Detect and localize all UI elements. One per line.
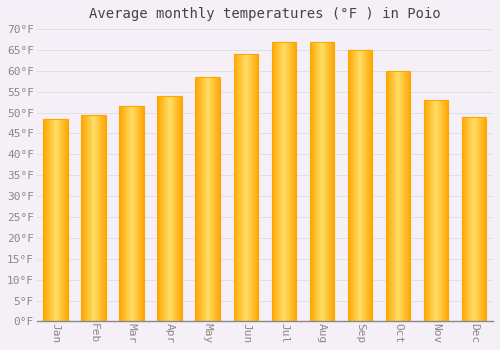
Bar [424,100,448,321]
Bar [462,117,486,321]
Bar [348,50,372,321]
Bar [272,42,296,321]
Bar [158,96,182,321]
Bar [310,42,334,321]
Bar [82,115,106,321]
Title: Average monthly temperatures (°F ) in Poio: Average monthly temperatures (°F ) in Po… [89,7,441,21]
Bar [44,119,68,321]
Bar [196,77,220,321]
Bar [120,106,144,321]
Bar [386,71,410,321]
Bar [234,54,258,321]
